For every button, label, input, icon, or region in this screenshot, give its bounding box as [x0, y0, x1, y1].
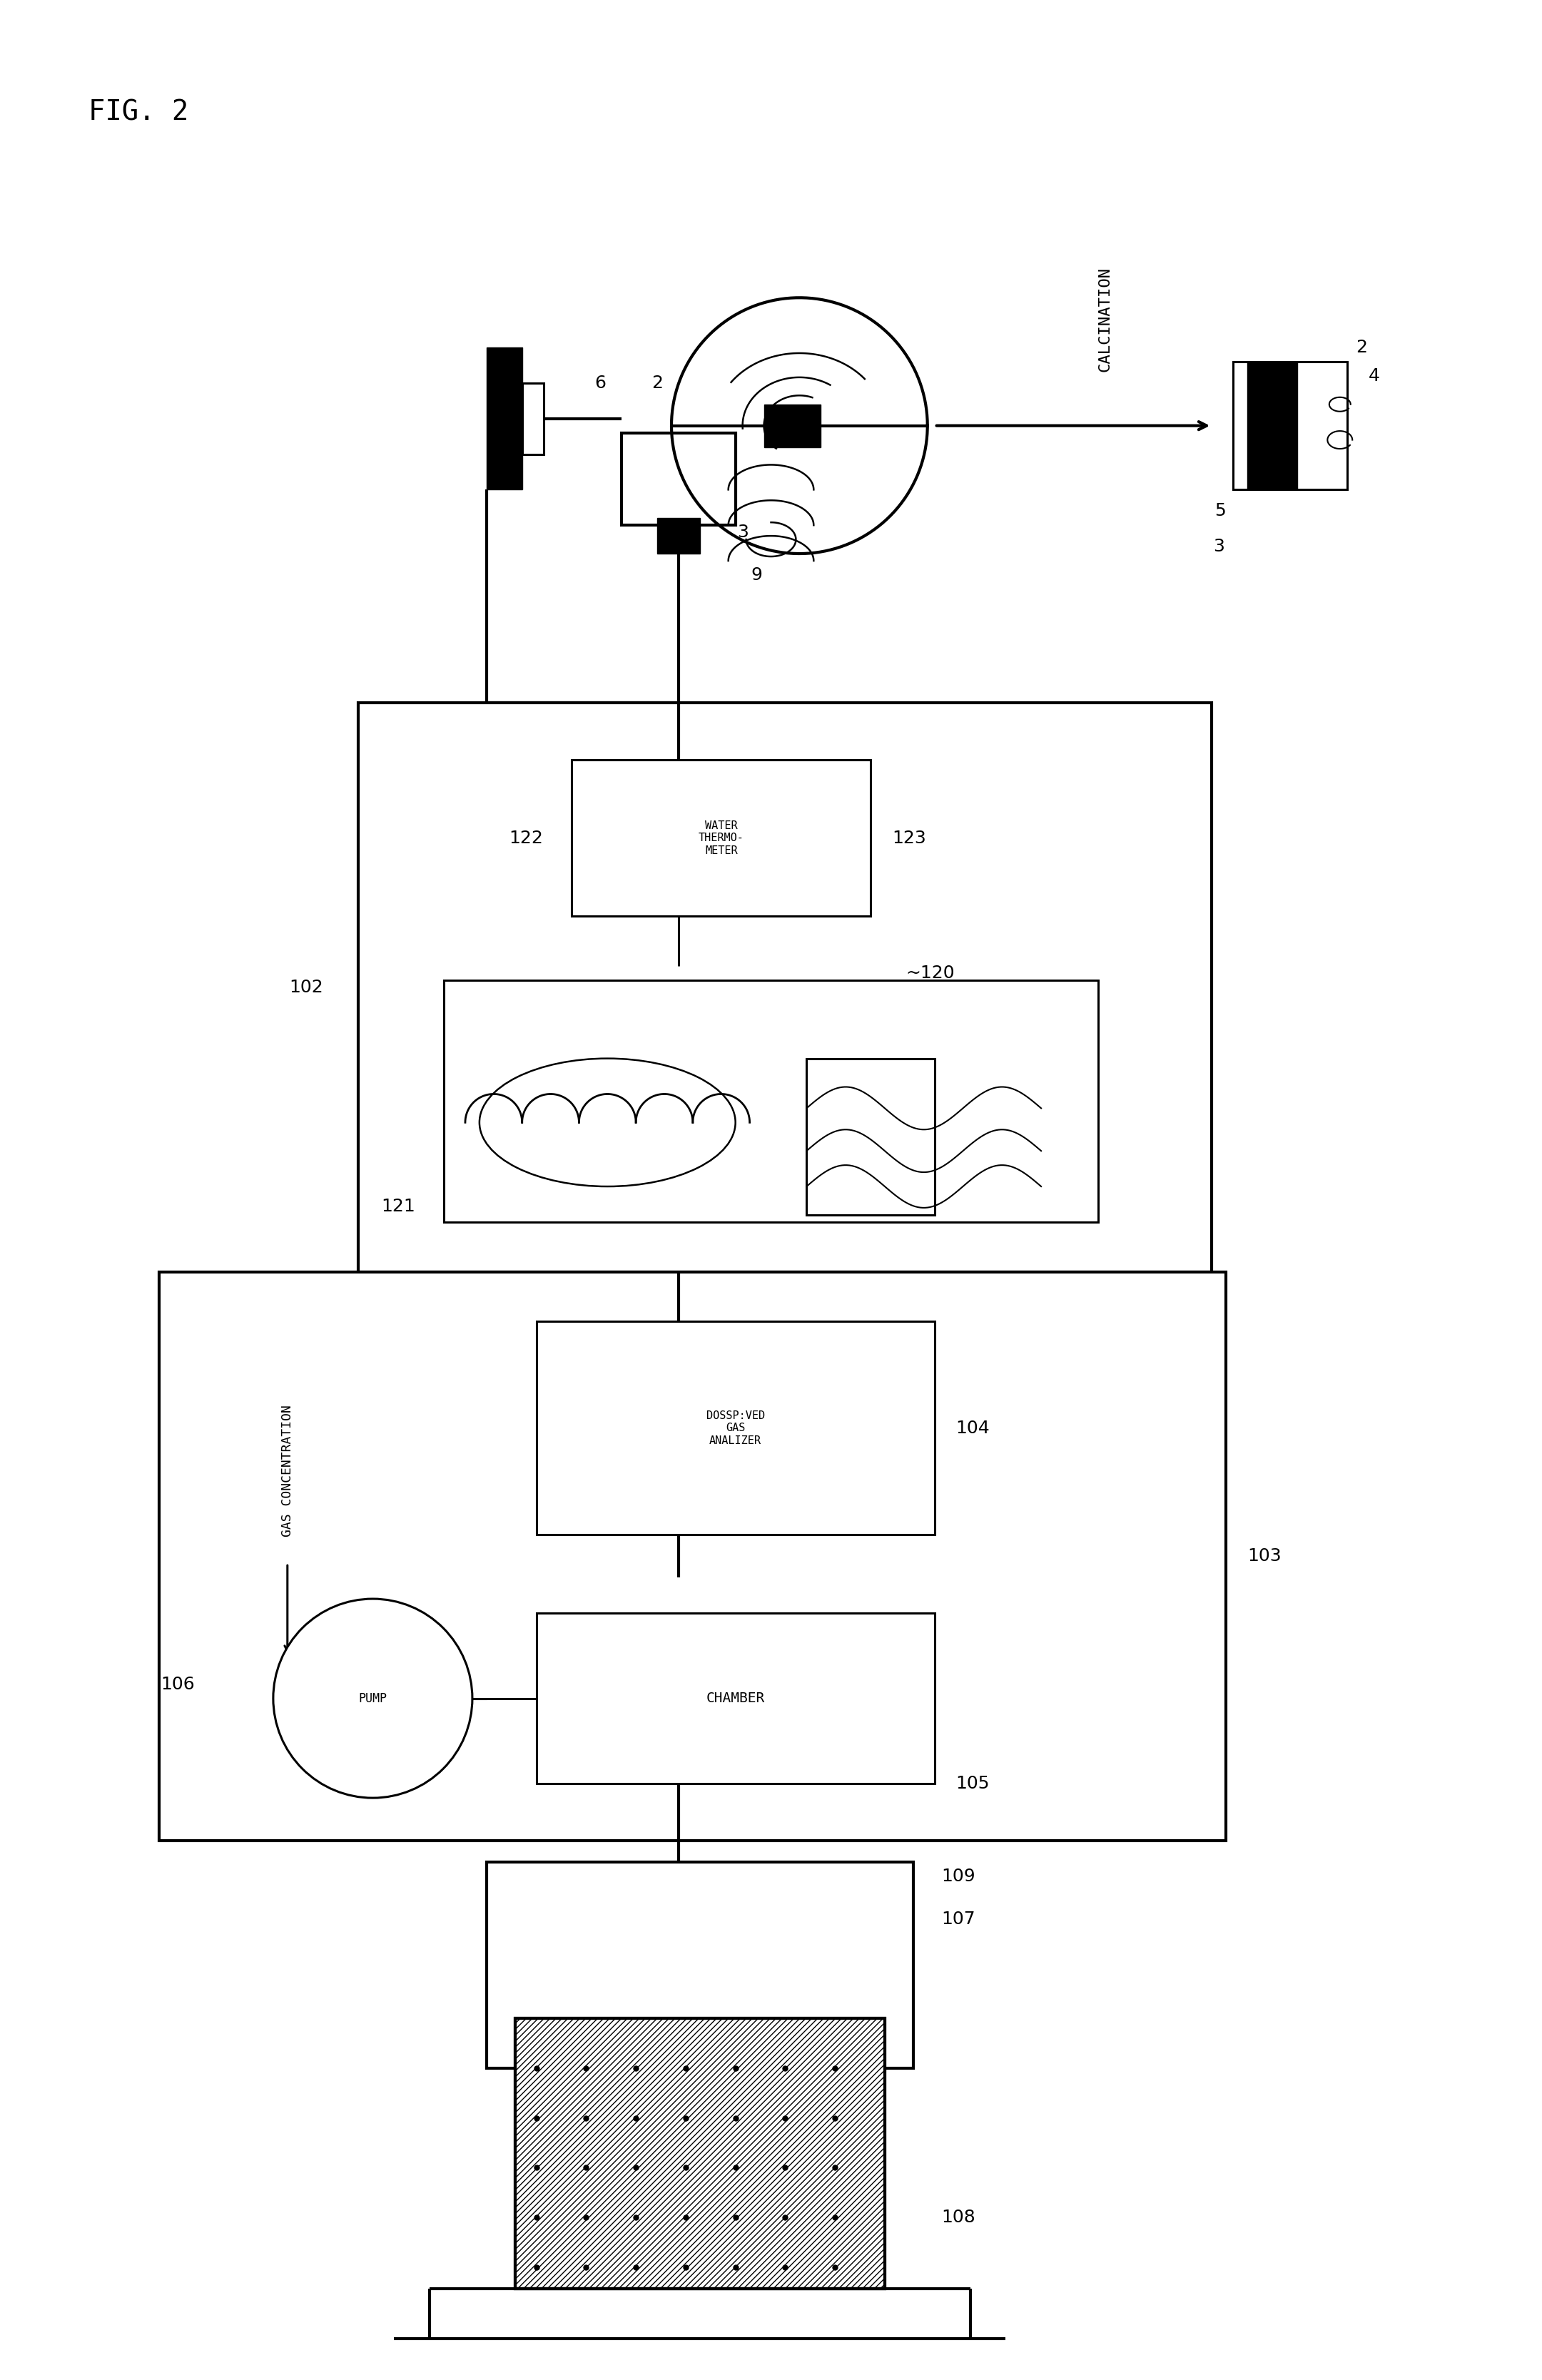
- Text: 6: 6: [595, 374, 606, 393]
- FancyBboxPatch shape: [444, 981, 1098, 1221]
- Text: 121: 121: [381, 1197, 415, 1214]
- Text: 2: 2: [1355, 338, 1366, 357]
- FancyBboxPatch shape: [657, 519, 700, 555]
- Text: 105: 105: [956, 1775, 990, 1792]
- FancyBboxPatch shape: [1234, 362, 1348, 490]
- FancyBboxPatch shape: [572, 759, 871, 916]
- Text: CHAMBER: CHAMBER: [706, 1692, 765, 1704]
- Text: FIG. 2: FIG. 2: [88, 98, 188, 126]
- Text: 107: 107: [942, 1911, 976, 1928]
- FancyBboxPatch shape: [806, 1059, 934, 1214]
- Text: DOSSP:VED
GAS
ANALIZER: DOSSP:VED GAS ANALIZER: [706, 1411, 765, 1447]
- Text: 9: 9: [751, 566, 762, 583]
- Text: GAS CONCENTRATION: GAS CONCENTRATION: [281, 1404, 295, 1537]
- Circle shape: [273, 1599, 472, 1797]
- FancyBboxPatch shape: [515, 2018, 885, 2290]
- Text: WATER
THERMO-
METER: WATER THERMO- METER: [699, 821, 743, 857]
- FancyBboxPatch shape: [487, 1861, 913, 2068]
- Text: 104: 104: [956, 1418, 990, 1438]
- Text: 3: 3: [1214, 538, 1224, 555]
- FancyBboxPatch shape: [763, 405, 820, 447]
- Text: 102: 102: [288, 978, 322, 995]
- Text: 122: 122: [509, 831, 543, 847]
- FancyBboxPatch shape: [159, 1271, 1226, 1840]
- Text: 123: 123: [891, 831, 925, 847]
- Text: ~120: ~120: [907, 964, 954, 981]
- Text: 2: 2: [652, 374, 663, 393]
- FancyBboxPatch shape: [621, 433, 736, 526]
- Text: 108: 108: [942, 2209, 976, 2225]
- FancyBboxPatch shape: [523, 383, 543, 455]
- FancyBboxPatch shape: [487, 347, 523, 490]
- Text: 5: 5: [1215, 502, 1226, 519]
- FancyBboxPatch shape: [359, 702, 1212, 1271]
- Text: 106: 106: [160, 1676, 194, 1692]
- Text: 4: 4: [1368, 367, 1380, 386]
- Text: CALCINATION: CALCINATION: [1098, 267, 1112, 371]
- Text: PUMP: PUMP: [358, 1692, 387, 1704]
- Text: 109: 109: [942, 1868, 976, 1885]
- Text: 3: 3: [737, 524, 748, 540]
- FancyBboxPatch shape: [537, 1321, 934, 1535]
- Text: 103: 103: [1247, 1547, 1281, 1564]
- FancyBboxPatch shape: [1247, 362, 1297, 490]
- FancyBboxPatch shape: [537, 1614, 934, 1783]
